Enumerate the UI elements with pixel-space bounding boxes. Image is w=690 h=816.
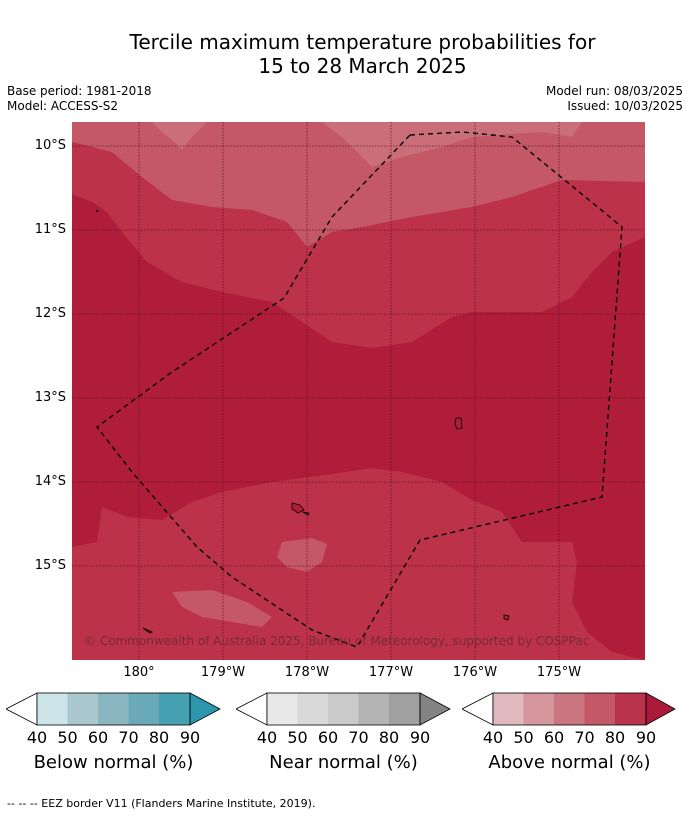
copyright-notice: © Commonwealth of Australia 2025, Bureau… (84, 634, 590, 648)
probability-map (72, 122, 645, 660)
model-run: Model run: 08/03/2025 (545, 84, 683, 98)
base-period: Base period: 1981-2018 (7, 84, 152, 98)
lon-label: 176°W (452, 665, 498, 680)
lon-label: 180° (123, 665, 155, 680)
above-70-region-south (172, 590, 272, 627)
lat-label: 13°S (34, 390, 66, 405)
meta-right: Model run: 08/03/2025 Issued: 10/03/2025 (546, 84, 683, 114)
colorbar-near-swatches (236, 692, 451, 726)
lon-label: 179°W (200, 665, 246, 680)
lat-label: 10°S (34, 138, 66, 153)
above-60-region-northeast (322, 122, 582, 167)
title-line-2: 15 to 28 March 2025 (258, 54, 467, 78)
lat-label: 12°S (34, 306, 66, 321)
colorbar-above-swatches (462, 692, 676, 726)
colorbar-above-label: Above normal (%) (488, 752, 651, 773)
lat-label: 15°S (34, 558, 66, 573)
lon-label: 177°W (368, 665, 414, 680)
map-title: Tercile maximum temperature probabilitie… (0, 30, 690, 78)
lon-label: 175°W (536, 665, 582, 680)
issued-date: Issued: 10/03/2025 (567, 99, 683, 113)
above-70-region-south-2 (277, 538, 327, 572)
eez-border (96, 131, 623, 648)
colorbar-below-label: Below normal (%) (33, 752, 194, 773)
lat-label: 14°S (34, 474, 66, 489)
graticule (72, 122, 645, 660)
meta-left: Base period: 1981-2018 Model: ACCESS-S2 (7, 84, 152, 114)
map-area: © Commonwealth of Australia 2025, Bureau… (72, 122, 645, 660)
lon-label: 178°W (284, 665, 330, 680)
colorbar-below-swatches (6, 692, 221, 726)
islands (95, 209, 510, 634)
eez-footnote: -- -- -- EEZ border V11 (Flanders Marine… (7, 797, 316, 810)
title-line-1: Tercile maximum temperature probabilitie… (129, 30, 596, 54)
above-60-region-north (152, 122, 207, 150)
lat-label: 11°S (34, 222, 66, 237)
above-70-region-north (72, 122, 645, 247)
colorbar-near-label: Near normal (%) (269, 752, 418, 773)
model-name: Model: ACCESS-S2 (7, 99, 119, 113)
